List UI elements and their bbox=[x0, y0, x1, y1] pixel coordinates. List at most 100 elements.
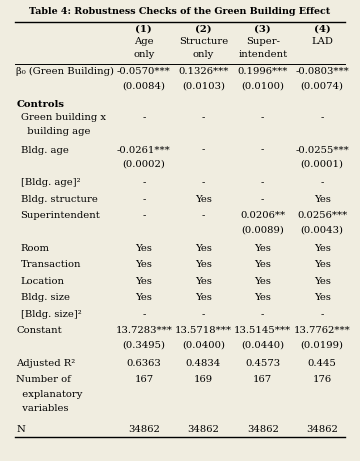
Text: 13.5718***: 13.5718*** bbox=[175, 326, 232, 335]
Text: 169: 169 bbox=[194, 375, 213, 384]
Text: Number of: Number of bbox=[16, 375, 71, 384]
Text: (0.0074): (0.0074) bbox=[301, 81, 344, 90]
Text: Structure: Structure bbox=[179, 37, 228, 46]
Text: -: - bbox=[142, 195, 145, 204]
Text: Yes: Yes bbox=[135, 293, 152, 302]
Text: (4): (4) bbox=[314, 24, 330, 34]
Text: Bldg. structure: Bldg. structure bbox=[21, 195, 98, 204]
Text: 0.1326***: 0.1326*** bbox=[178, 67, 229, 76]
Text: Yes: Yes bbox=[135, 260, 152, 270]
Text: 13.5145***: 13.5145*** bbox=[234, 326, 291, 335]
Text: 0.0206**: 0.0206** bbox=[240, 211, 285, 220]
Text: Yes: Yes bbox=[135, 244, 152, 253]
Text: (0.0084): (0.0084) bbox=[122, 81, 165, 90]
Text: 0.0256***: 0.0256*** bbox=[297, 211, 347, 220]
Text: Adjusted R²: Adjusted R² bbox=[16, 359, 76, 368]
Text: -: - bbox=[142, 310, 145, 319]
Text: 13.7762***: 13.7762*** bbox=[294, 326, 351, 335]
Text: 167: 167 bbox=[134, 375, 153, 384]
Text: -: - bbox=[202, 178, 205, 187]
Text: 0.6363: 0.6363 bbox=[126, 359, 161, 368]
Text: Yes: Yes bbox=[195, 244, 212, 253]
Text: Constant: Constant bbox=[16, 326, 62, 335]
Text: Yes: Yes bbox=[254, 244, 271, 253]
Text: -: - bbox=[320, 113, 324, 122]
Text: (0.0103): (0.0103) bbox=[182, 81, 225, 90]
Text: -: - bbox=[142, 178, 145, 187]
Text: 0.4834: 0.4834 bbox=[186, 359, 221, 368]
Text: Yes: Yes bbox=[135, 277, 152, 286]
Text: Yes: Yes bbox=[254, 293, 271, 302]
Text: Yes: Yes bbox=[254, 260, 271, 270]
Text: (0.0089): (0.0089) bbox=[241, 226, 284, 235]
Text: Table 4: Robustness Checks of the Green Building Effect: Table 4: Robustness Checks of the Green … bbox=[30, 7, 330, 16]
Text: variables: variables bbox=[16, 404, 69, 414]
Text: -0.0255***: -0.0255*** bbox=[295, 146, 349, 154]
Text: (0.0100): (0.0100) bbox=[241, 81, 284, 90]
Text: 34862: 34862 bbox=[128, 425, 160, 434]
Text: Yes: Yes bbox=[195, 293, 212, 302]
Text: Yes: Yes bbox=[195, 260, 212, 270]
Text: -: - bbox=[202, 310, 205, 319]
Text: Age: Age bbox=[134, 37, 154, 46]
Text: 34862: 34862 bbox=[187, 425, 219, 434]
Text: Yes: Yes bbox=[195, 277, 212, 286]
Text: (0.0440): (0.0440) bbox=[241, 341, 284, 349]
Text: explanatory: explanatory bbox=[16, 390, 82, 399]
Text: -: - bbox=[142, 113, 145, 122]
Text: 167: 167 bbox=[253, 375, 272, 384]
Text: -: - bbox=[142, 211, 145, 220]
Text: Yes: Yes bbox=[254, 277, 271, 286]
Text: Room: Room bbox=[21, 244, 50, 253]
Text: (0.0043): (0.0043) bbox=[301, 226, 344, 235]
Text: Bldg. size: Bldg. size bbox=[21, 293, 69, 302]
Text: (0.0400): (0.0400) bbox=[182, 341, 225, 349]
Text: 0.4573: 0.4573 bbox=[245, 359, 280, 368]
Text: Yes: Yes bbox=[195, 195, 212, 204]
Text: building age: building age bbox=[21, 127, 90, 136]
Text: Super-: Super- bbox=[246, 37, 280, 46]
Text: β₀ (Green Building): β₀ (Green Building) bbox=[16, 67, 114, 76]
Text: (0.0199): (0.0199) bbox=[301, 341, 344, 349]
Text: 0.1996***: 0.1996*** bbox=[238, 67, 288, 76]
Text: only: only bbox=[193, 50, 214, 59]
Text: N: N bbox=[16, 425, 25, 434]
Text: -: - bbox=[261, 113, 265, 122]
Text: Bldg. age: Bldg. age bbox=[21, 146, 68, 154]
Text: 0.445: 0.445 bbox=[308, 359, 337, 368]
Text: -: - bbox=[202, 113, 205, 122]
Text: (1): (1) bbox=[135, 24, 152, 34]
Text: Location: Location bbox=[21, 277, 64, 286]
Text: -: - bbox=[261, 146, 265, 154]
Text: Transaction: Transaction bbox=[21, 260, 81, 270]
Text: Yes: Yes bbox=[314, 293, 330, 302]
Text: intendent: intendent bbox=[238, 50, 287, 59]
Text: -0.0261***: -0.0261*** bbox=[117, 146, 171, 154]
Text: [Bldg. age]²: [Bldg. age]² bbox=[21, 178, 80, 187]
Text: -: - bbox=[261, 178, 265, 187]
Text: Controls: Controls bbox=[16, 100, 64, 109]
Text: (0.0001): (0.0001) bbox=[301, 160, 344, 169]
Text: Yes: Yes bbox=[314, 195, 330, 204]
Text: [Bldg. size]²: [Bldg. size]² bbox=[21, 310, 81, 319]
Text: Green building x: Green building x bbox=[21, 113, 105, 122]
Text: -: - bbox=[320, 310, 324, 319]
Text: -0.0570***: -0.0570*** bbox=[117, 67, 171, 76]
Text: 176: 176 bbox=[312, 375, 332, 384]
Text: only: only bbox=[133, 50, 154, 59]
Text: (3): (3) bbox=[255, 24, 271, 34]
Text: -: - bbox=[202, 146, 205, 154]
Text: Yes: Yes bbox=[314, 260, 330, 270]
Text: (0.0002): (0.0002) bbox=[122, 160, 165, 169]
Text: Yes: Yes bbox=[314, 244, 330, 253]
Text: 13.7283***: 13.7283*** bbox=[116, 326, 172, 335]
Text: -: - bbox=[261, 195, 265, 204]
Text: -0.0803***: -0.0803*** bbox=[295, 67, 349, 76]
Text: (0.3495): (0.3495) bbox=[122, 341, 165, 349]
Text: -: - bbox=[202, 211, 205, 220]
Text: Yes: Yes bbox=[314, 277, 330, 286]
Text: -: - bbox=[261, 310, 265, 319]
Text: LAD: LAD bbox=[311, 37, 333, 46]
Text: 34862: 34862 bbox=[247, 425, 279, 434]
Text: Superintendent: Superintendent bbox=[21, 211, 100, 220]
